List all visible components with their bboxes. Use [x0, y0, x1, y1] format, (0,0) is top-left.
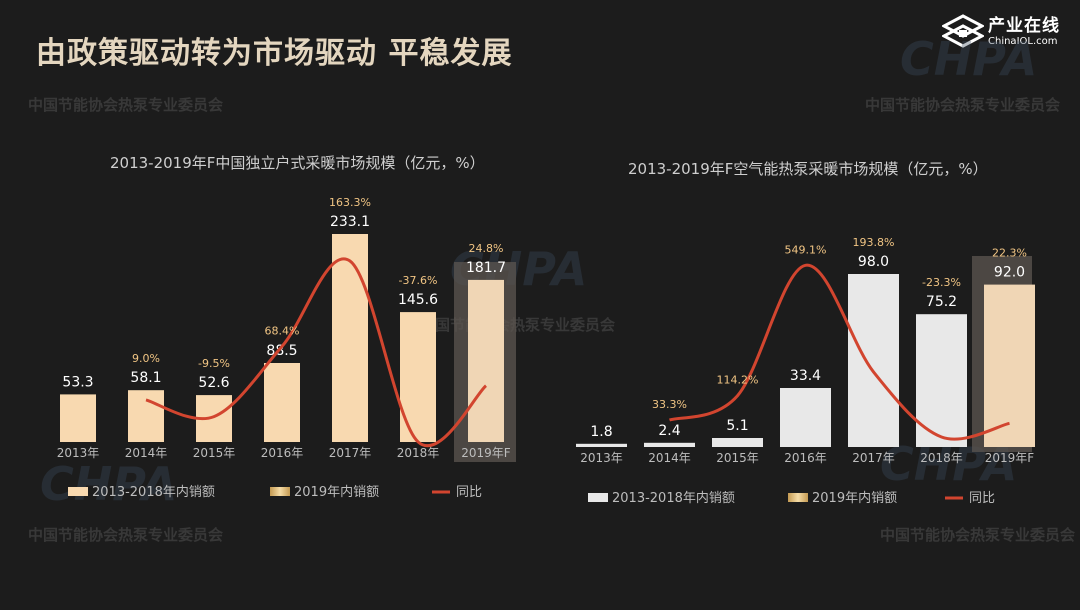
watermark-org: 中国节能协会热泵专业委员会 [865, 96, 1060, 114]
chart-2-x-tick-4: 2017年 [852, 451, 895, 465]
chart-1-x-tick-3: 2016年 [261, 446, 304, 460]
chart-2-x-tick-0: 2013年 [580, 451, 623, 465]
chart-2-value-label-1: 2.4 [658, 423, 680, 439]
chart-1-yoy-label-2: -9.5% [198, 357, 230, 370]
chart-2-value-label-4: 98.0 [858, 254, 889, 270]
chart-1-legend-label-0: 2013-2018年内销额 [92, 484, 215, 500]
chart-1-x-tick-5: 2018年 [397, 446, 440, 460]
chart-2-bar-4 [848, 274, 899, 447]
logo-name-cn: 产业在线 [988, 16, 1060, 36]
chart-1-x-tick-2: 2015年 [193, 446, 236, 460]
chart-2-legend-swatch-0 [588, 493, 608, 502]
chart-1-legend-label-2: 同比 [456, 485, 482, 500]
chart-1-bar-0 [60, 394, 96, 442]
logo-icon [942, 14, 984, 48]
chart-2-title: 2013-2019年F空气能热泵采暖市场规模（亿元，%） [628, 160, 988, 178]
chart-1-value-label-6: 181.7 [466, 260, 506, 276]
chart-1-yoy-label-3: 68.4% [265, 324, 300, 337]
chart-1-x-tick-0: 2013年 [57, 446, 100, 460]
page-title: 由政策驱动转为市场驱动 平稳发展 [36, 36, 513, 71]
chart-1-legend-swatch-0 [68, 487, 88, 496]
logo-name-en: ChinaIOL.com [988, 36, 1058, 47]
chart-1-yoy-label-4: 163.3% [329, 196, 371, 209]
chart-2-x-tick-2: 2015年 [716, 451, 759, 465]
chart-1-yoy-label-6: 24.8% [469, 242, 504, 255]
chart-2-legend-label-1: 2019年内销额 [812, 490, 897, 506]
chart-2-bar-3 [780, 388, 831, 447]
chart-1-bar-3 [264, 363, 300, 442]
chart-2-value-label-6: 92.0 [994, 265, 1025, 281]
chart-2-bar-1 [644, 442, 695, 447]
chart-2-bar-6 [984, 284, 1035, 447]
chart-1-value-label-0: 53.3 [62, 374, 93, 390]
chart-2-x-tick-3: 2016年 [784, 451, 827, 465]
chart-1-yoy-label-1: 9.0% [132, 352, 160, 365]
chart-1-yoy-label-5: -37.6% [399, 274, 438, 287]
chart-2-x-tick-1: 2014年 [648, 451, 691, 465]
chart-1-x-tick-4: 2017年 [329, 446, 372, 460]
chart-1-legend-label-1: 2019年内销额 [294, 484, 379, 500]
chart-1-bar-1 [128, 390, 164, 442]
chart-2-yoy-label-5: -23.3% [922, 276, 961, 289]
chart-2-yoy-label-3: 549.1% [785, 243, 827, 256]
chart-2-legend-label-2: 同比 [969, 491, 995, 506]
chart-1-bar-4 [332, 234, 368, 442]
chart-2-yoy-label-1: 33.3% [652, 398, 687, 411]
chart-1-value-label-2: 52.6 [198, 375, 229, 391]
watermark-brand: CHPA [40, 457, 177, 511]
chart-2-value-label-5: 75.2 [926, 294, 957, 310]
chart-2-yoy-label-2: 114.2% [717, 374, 759, 387]
chart-2-value-label-3: 33.4 [790, 368, 821, 384]
chart-1-legend-swatch-1 [270, 487, 290, 496]
chart-2-value-label-2: 5.1 [726, 418, 748, 434]
chart-2-bar-0 [576, 443, 627, 447]
watermark-org: 中国节能协会热泵专业委员会 [28, 526, 223, 544]
chart-2-bar-5 [916, 314, 967, 447]
chart-1-value-label-4: 233.1 [330, 214, 370, 230]
chart-2-yoy-label-4: 193.8% [853, 236, 895, 249]
watermark-org: 中国节能协会热泵专业委员会 [880, 526, 1075, 544]
chart-1-yoy-line [145, 257, 488, 448]
watermark-brand: CHPA [900, 32, 1037, 86]
chart-1-x-tick-1: 2014年 [125, 446, 168, 460]
chart-2-bar-2 [712, 438, 763, 447]
chart-1-title: 2013-2019年F中国独立户式采暖市场规模（亿元，%） [110, 154, 485, 172]
watermark-org: 中国节能协会热泵专业委员会 [28, 96, 223, 114]
chart-2-value-label-0: 1.8 [590, 424, 612, 440]
logo: 产业在线 ChinaIOL.com [942, 14, 1060, 50]
chart-1-x-tick-6: 2019年F [461, 446, 511, 460]
chart-1-bar-6 [468, 279, 504, 442]
watermark-org: 中国节能协会热泵专业委员会 [420, 316, 615, 334]
chart-2-legend-label-0: 2013-2018年内销额 [612, 490, 735, 506]
chart-2-x-tick-5: 2018年 [920, 451, 963, 465]
chart-2-x-tick-6: 2019年F [985, 451, 1035, 465]
chart-2-yoy-line [669, 263, 1010, 441]
chart-1-value-label-1: 58.1 [130, 370, 161, 386]
chart-2-yoy-label-6: 22.3% [992, 247, 1027, 260]
chart-1-value-label-5: 145.6 [398, 292, 438, 308]
chart-2-legend-swatch-1 [788, 493, 808, 502]
